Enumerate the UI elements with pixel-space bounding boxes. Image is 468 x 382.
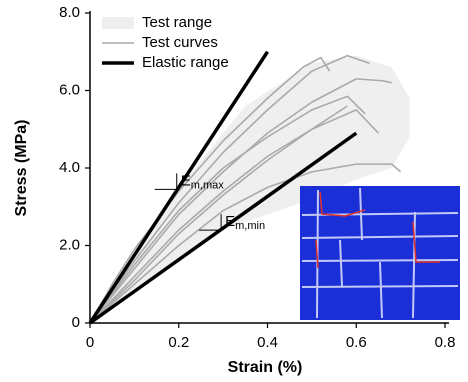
chart: Strain (%) Stress (MPa) 0 0.2 0.4 0.6 0.8 0 2.…: [0, 0, 468, 382]
x-tick-label: 0.2: [168, 334, 189, 351]
x-tick-label: 0.6: [346, 334, 367, 351]
y-tick-label: 2.0: [59, 236, 80, 253]
legend-label: Test curves: [142, 34, 218, 51]
x-axis-label: Strain (%): [228, 359, 303, 376]
annotation-subscript: m,max: [191, 179, 225, 191]
crack-map-inset: [300, 186, 460, 320]
y-tick-label: 8.0: [59, 4, 80, 21]
annotation-subscript: m,min: [235, 220, 265, 232]
legend-label: Test range: [142, 14, 212, 31]
annotation-text: E: [181, 172, 191, 189]
slope-mark: [155, 173, 177, 189]
annotation-text: E: [225, 213, 235, 230]
y-tick-label: 6.0: [59, 81, 80, 98]
x-tick-label: 0.8: [435, 334, 456, 351]
legend-label: Elastic range: [142, 54, 229, 71]
legend-swatch: [102, 17, 134, 29]
y-tick-label: 0: [72, 314, 80, 331]
y-axis-label: Stress (MPa): [13, 120, 30, 217]
x-tick-label: 0.4: [257, 334, 278, 351]
y-tick-label: 4.0: [59, 159, 80, 176]
x-tick-label: 0: [86, 334, 94, 351]
